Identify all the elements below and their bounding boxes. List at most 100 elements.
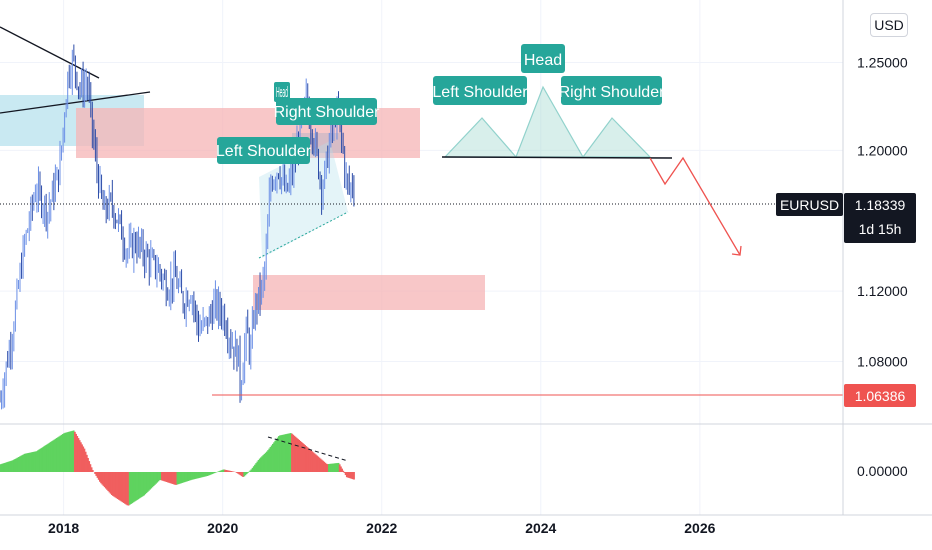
oscillator-bar [3, 463, 6, 472]
svg-text:Left Shoulder: Left Shoulder [432, 84, 528, 101]
oscillator-bar [293, 435, 296, 472]
oscillator-bar [188, 472, 191, 481]
oscillator-bar [162, 472, 165, 481]
oscillator-bar [119, 472, 122, 501]
currency-button[interactable]: USD [870, 13, 908, 37]
oscillator-bar [59, 435, 62, 472]
oscillator-bar [219, 470, 222, 472]
oscillator-bar [128, 472, 131, 505]
oscillator-bar [53, 439, 56, 472]
oscillator-bar [271, 443, 274, 472]
oscillator-bar [122, 472, 125, 503]
oscillator-bar [58, 436, 61, 472]
oscillator-bar [203, 472, 206, 477]
oscillator-bar [48, 442, 51, 472]
oscillator-bar [46, 444, 49, 472]
oscillator-bar [70, 431, 73, 472]
oscillator-bar [132, 472, 135, 503]
oscillator-bar [31, 452, 33, 472]
oscillator-bar [14, 459, 17, 472]
oscillator-bar [89, 464, 92, 472]
oscillator-bar [245, 472, 248, 475]
label-head-pattern: Head [521, 44, 565, 73]
oscillator-bar [149, 472, 151, 490]
oscillator-bar [277, 436, 280, 472]
oscillator-bar [150, 472, 153, 489]
oscillator-bar [144, 472, 147, 495]
oscillator-bar [88, 461, 91, 472]
downtrend-line [0, 26, 100, 79]
oscillator-bar [205, 472, 207, 477]
oscillator-bar [283, 434, 286, 472]
oscillator-bar [263, 453, 266, 472]
oscillator-bar [40, 448, 43, 472]
oscillator-bar [143, 472, 145, 496]
oscillator-bar [339, 466, 342, 472]
oscillator-bar [324, 462, 327, 472]
oscillator-bar [281, 434, 284, 472]
oscillator-bar [351, 472, 354, 480]
oscillator-bar [21, 455, 24, 472]
oscillator-bar [184, 472, 187, 482]
year-tick-label: 2018 [48, 520, 79, 536]
oscillator-bar [198, 472, 200, 479]
oscillator-bar [199, 472, 202, 478]
oscillator-bar [350, 472, 353, 479]
oscillator-bar [292, 434, 295, 472]
oscillator-bar [72, 430, 75, 472]
oscillator-bar [161, 472, 163, 481]
oscillator-bar [32, 451, 35, 472]
oscillator-bar [139, 472, 142, 498]
oscillator-bar [20, 455, 23, 472]
oscillator-bar [214, 472, 217, 473]
oscillator-bar [300, 442, 303, 472]
oscillator-bar [172, 472, 175, 485]
oscillator-bar [96, 472, 99, 478]
oscillator-bar [75, 433, 77, 472]
oscillator-bar [349, 472, 352, 479]
oscillator-bar [157, 472, 160, 482]
oscillator-bar [26, 453, 29, 472]
oscillator-bar [114, 472, 117, 498]
oscillator-bar [81, 444, 83, 472]
oscillator-bar [90, 467, 93, 472]
oscillator-bar [238, 472, 241, 475]
price-axis: 1.25000 1.20000 1.12000 1.08000 0.00000 [857, 54, 908, 479]
oscillator-bar [307, 448, 310, 472]
oscillator-bar [226, 470, 229, 472]
oscillator-bar [163, 472, 166, 482]
oscillator-bar [101, 472, 104, 485]
oscillator-bar [220, 470, 223, 472]
oscillator-bar [269, 447, 272, 472]
oscillator-bar [124, 472, 126, 504]
oscillator-bar [209, 472, 212, 475]
oscillator-bar [100, 472, 103, 484]
oscillator-bar [29, 452, 32, 472]
oscillator-bar [42, 446, 45, 472]
oscillator-bar [135, 472, 138, 501]
resistance-line [0, 91, 151, 114]
oscillator-bar [97, 472, 100, 480]
oscillator-bar [306, 447, 309, 472]
oscillator-bar [168, 472, 171, 483]
oscillator-bar [318, 457, 321, 472]
oscillator-bar [237, 472, 240, 474]
oscillator-bar [165, 472, 168, 483]
oscillator-bar [314, 454, 317, 472]
oscillator-bar [190, 472, 193, 480]
oscillator-bar [60, 434, 63, 472]
oscillator-bar [145, 472, 148, 494]
oscillator-bar [131, 472, 134, 504]
oscillator-bar [256, 461, 259, 472]
oscillator-bar [134, 472, 137, 501]
oscillator-bar [236, 472, 238, 474]
oscillator-bar [0, 464, 2, 472]
oscillator-bar [7, 461, 9, 472]
oscillator-bar [140, 472, 143, 497]
oscillator-bar [78, 440, 81, 472]
oscillator-bar [110, 472, 113, 495]
oscillator-bar [337, 462, 340, 472]
oscillator-bar [182, 472, 185, 483]
oscillator-bar [23, 453, 26, 472]
